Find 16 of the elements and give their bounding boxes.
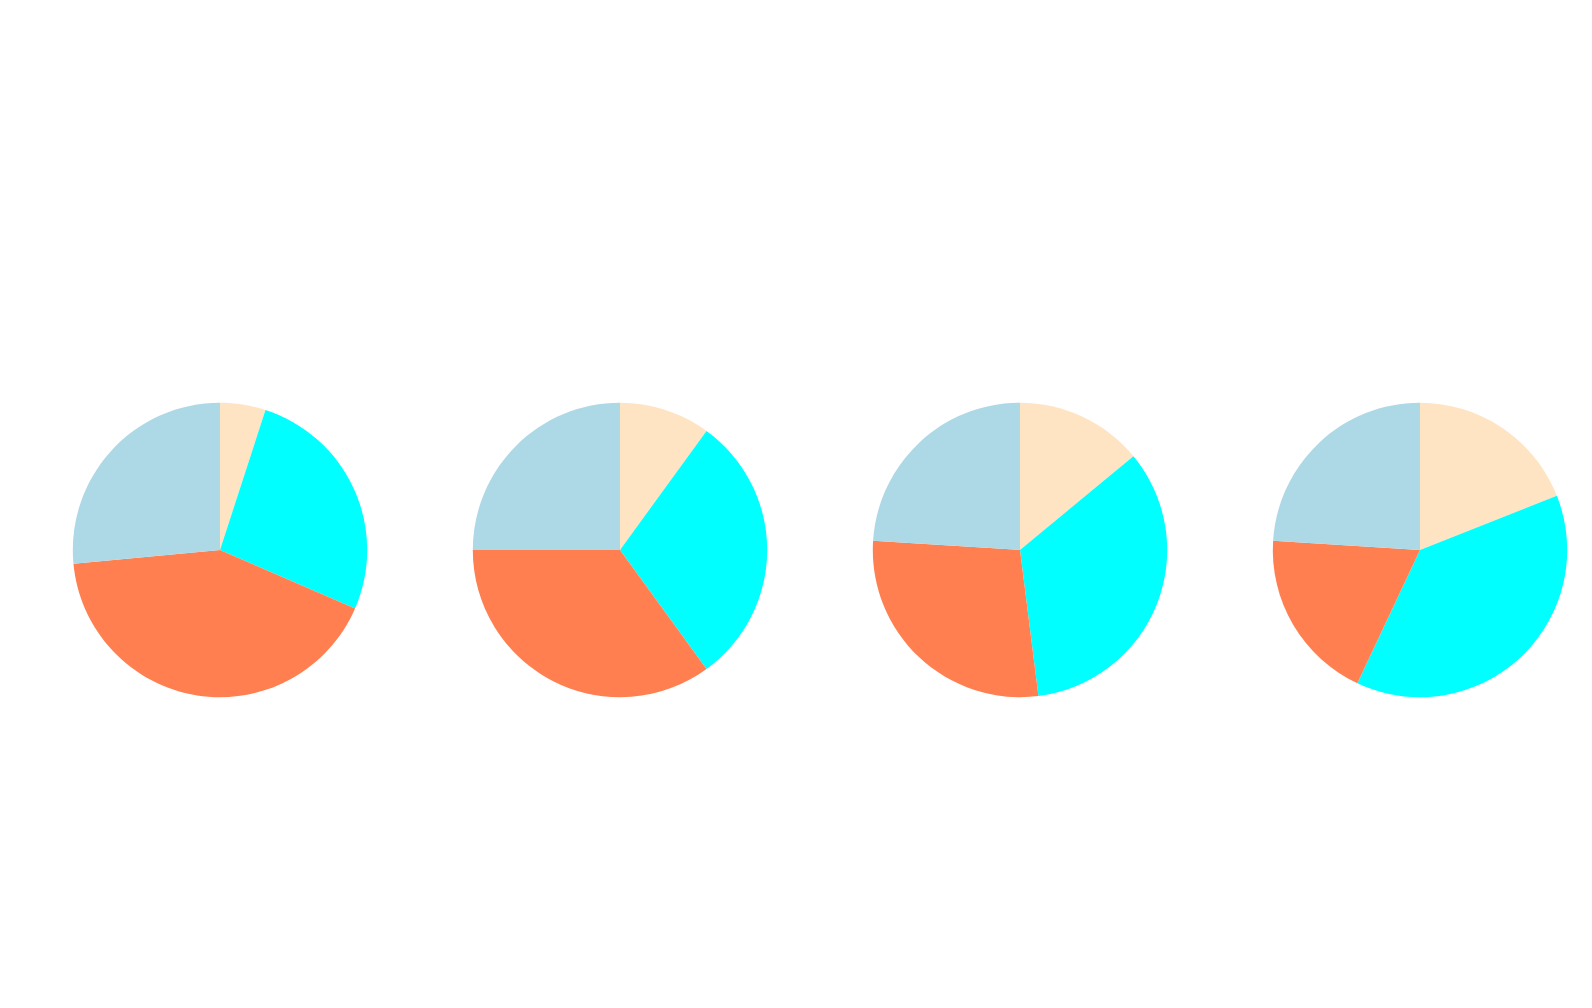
pie-slice bbox=[1272, 540, 1420, 684]
pie-slice bbox=[1420, 402, 1557, 550]
pie-slice bbox=[620, 402, 707, 550]
pie-slice bbox=[220, 410, 368, 609]
pie-slice bbox=[472, 550, 707, 698]
pie-slice bbox=[1273, 402, 1420, 550]
pie-slice bbox=[73, 550, 356, 698]
pie-slice bbox=[472, 402, 620, 550]
pie-slice bbox=[873, 402, 1020, 550]
pie-slice bbox=[620, 430, 768, 670]
pie-slice bbox=[1357, 495, 1568, 698]
pie-slice bbox=[872, 540, 1039, 698]
pie-slice bbox=[72, 402, 220, 564]
pie-slice bbox=[1020, 456, 1168, 697]
pie-slice bbox=[220, 402, 266, 550]
pie-slice bbox=[1020, 402, 1134, 550]
